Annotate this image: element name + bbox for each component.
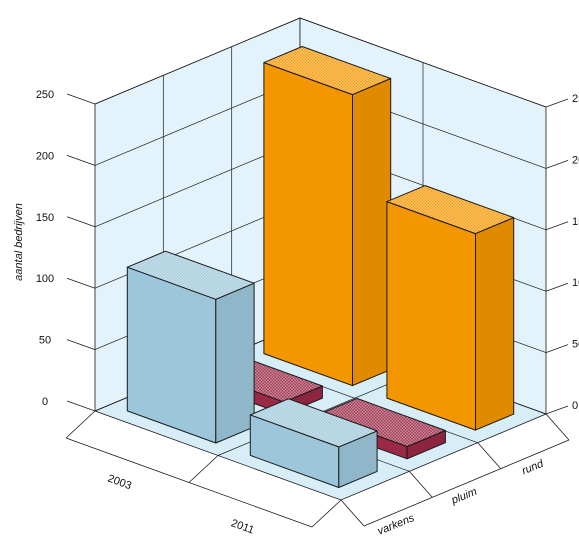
bar-top-face [263,46,392,96]
x-label-2011: 2011 [229,517,255,535]
d-tick-3 [545,413,570,441]
bar-side-face [475,217,515,431]
right-tick-150 [545,221,569,231]
right-tick-250 [545,98,569,108]
bar-rund-2003 [263,46,392,387]
right-tick-200 [545,160,569,169]
bar-top-face [126,250,255,300]
bar-top-face [249,398,378,448]
bar-varkens-2011 [249,398,378,488]
depth-label-pluim: pluim [449,486,479,507]
left-tick-label-150: 150 [36,212,54,224]
left-tick-50 [66,339,96,350]
depth-label-varkens: varkens [376,512,417,535]
x-tick-2 [311,499,342,528]
left-tick-label-100: 100 [36,273,54,285]
depth-label-rund: rund [520,458,546,478]
bar-side-face [215,282,255,444]
left-tick-0 [66,400,96,412]
bar-front-face [386,201,476,431]
left-tick-100 [66,277,96,289]
right-tick-label-200: 200 [572,154,579,166]
d-tick-0 [340,499,365,527]
bar-side-face [352,78,392,387]
x-label-2003: 2003 [106,473,133,493]
right-tick-label-100: 100 [572,277,579,289]
x-tick-1 [188,455,219,483]
y-axis-title: aantal bedrijven [13,203,25,281]
right-tick-0 [545,405,569,415]
bar-rund-2011 [386,185,515,431]
bar-top-face [386,185,515,235]
right-tick-label-50: 50 [572,339,579,351]
left-tick-label-200: 200 [36,150,54,162]
left-tick-200 [66,155,96,166]
depth-axis-line [363,439,570,527]
d-tick-2 [477,442,501,469]
x-tick-0 [65,410,96,439]
d-tick-1 [409,471,433,498]
left-tick-250 [66,93,96,105]
left-tick-label-0: 0 [42,396,48,408]
x-axis-line [65,437,313,528]
right-tick-100 [545,282,569,292]
right-tick-label-150: 150 [572,216,579,228]
bar-varkens-2003 [126,250,255,444]
left-tick-label-250: 250 [36,89,54,101]
right-tick-50 [545,344,569,353]
left-tick-150 [66,216,96,228]
right-tick-label-0: 0 [572,400,578,412]
bar-front-face [263,62,353,387]
left-tick-label-50: 50 [39,335,51,347]
right-tick-label-250: 250 [572,93,579,105]
